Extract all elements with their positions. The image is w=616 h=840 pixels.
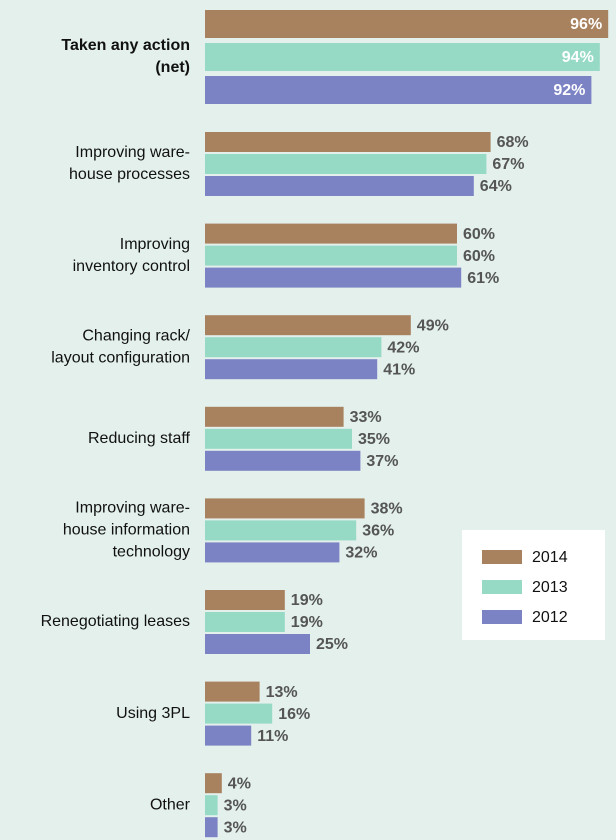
category-label: Renegotiating leases xyxy=(41,613,190,630)
category-label: (net) xyxy=(155,59,190,76)
category-label: layout configuration xyxy=(51,349,190,366)
legend-label: 2014 xyxy=(532,549,568,566)
category-label: Taken any action xyxy=(61,37,190,54)
value-label: 96% xyxy=(570,16,602,33)
bar xyxy=(205,132,491,152)
value-label: 33% xyxy=(350,409,382,426)
bar xyxy=(205,590,285,610)
value-label: 67% xyxy=(492,156,524,173)
bar xyxy=(205,520,357,541)
bar xyxy=(205,725,252,746)
value-label: 4% xyxy=(228,775,251,792)
value-label: 3% xyxy=(224,797,247,814)
bar xyxy=(205,634,310,654)
bar xyxy=(205,795,218,816)
value-label: 32% xyxy=(345,545,377,562)
category-label: house processes xyxy=(69,166,190,183)
category-label: inventory control xyxy=(73,258,190,275)
value-label: 19% xyxy=(291,592,323,609)
value-label: 94% xyxy=(562,49,594,66)
legend-swatch xyxy=(482,580,522,594)
bar xyxy=(205,154,487,174)
legend-label: 2012 xyxy=(532,609,568,626)
legend-swatch xyxy=(482,550,522,564)
value-label: 11% xyxy=(257,728,288,745)
bar xyxy=(205,43,600,71)
bar xyxy=(205,76,592,104)
bar xyxy=(205,359,378,380)
value-label: 49% xyxy=(417,317,449,334)
value-label: 64% xyxy=(480,178,512,195)
bar xyxy=(205,773,222,794)
value-label: 35% xyxy=(358,431,390,448)
bar xyxy=(205,703,273,724)
value-label: 92% xyxy=(553,82,585,99)
category-label: house information xyxy=(63,522,190,539)
category-label: Using 3PL xyxy=(116,705,190,722)
category-label: Other xyxy=(150,796,191,813)
bar xyxy=(205,267,462,288)
category-label: Improving ware- xyxy=(75,500,190,517)
legend-swatch xyxy=(482,610,522,624)
category-label: Improving xyxy=(120,236,190,253)
value-label: 68% xyxy=(497,134,529,151)
bar xyxy=(205,817,218,838)
bar xyxy=(205,681,260,702)
bar xyxy=(205,223,457,244)
bar xyxy=(205,498,365,519)
value-label: 3% xyxy=(224,819,247,836)
value-label: 13% xyxy=(266,684,298,701)
bar xyxy=(205,10,609,38)
bar xyxy=(205,245,457,266)
value-label: 41% xyxy=(383,361,415,378)
bar xyxy=(205,176,474,196)
value-label: 60% xyxy=(463,248,495,265)
bar xyxy=(205,337,382,358)
value-label: 38% xyxy=(371,501,403,518)
value-label: 25% xyxy=(316,636,348,653)
category-label: technology xyxy=(113,544,190,561)
bar xyxy=(205,542,340,563)
category-label: Changing rack/ xyxy=(82,327,190,344)
value-label: 36% xyxy=(362,523,394,540)
bar xyxy=(205,428,352,449)
bar xyxy=(205,406,344,427)
value-label: 37% xyxy=(366,453,398,470)
value-label: 19% xyxy=(291,614,323,631)
category-label: Reducing staff xyxy=(88,430,191,447)
bar xyxy=(205,612,285,632)
value-label: 61% xyxy=(467,270,499,287)
category-label: Improving ware- xyxy=(75,144,190,161)
bar xyxy=(205,315,411,336)
bar xyxy=(205,450,361,471)
value-label: 42% xyxy=(387,339,419,356)
legend-label: 2013 xyxy=(532,579,568,596)
value-label: 16% xyxy=(278,706,310,723)
value-label: 60% xyxy=(463,226,495,243)
